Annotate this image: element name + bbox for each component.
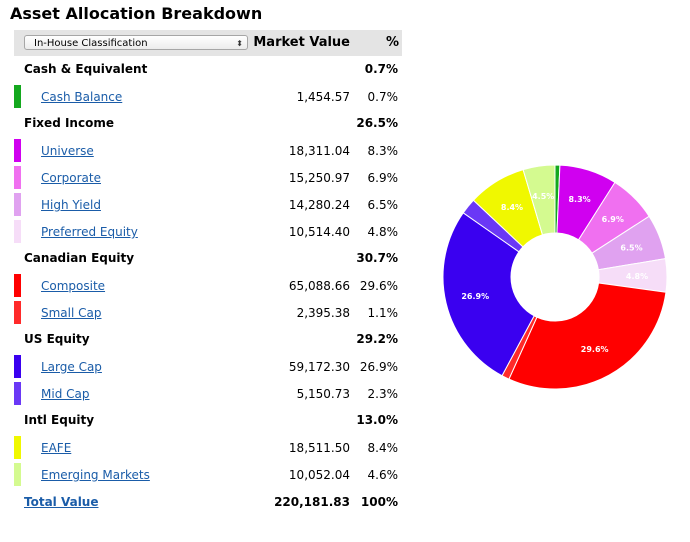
holding-percent: 4.8% [367, 225, 399, 239]
color-swatch [14, 193, 21, 216]
holding-link[interactable]: Large Cap [41, 360, 102, 374]
holding-percent: 6.5% [367, 198, 399, 212]
total-value-link[interactable]: Total Value [24, 495, 99, 509]
market-value: 5,150.73 [296, 387, 350, 401]
holding-link[interactable]: Small Cap [41, 306, 102, 320]
group-percent: 13.0% [356, 413, 398, 427]
slice-large-cap [442, 212, 535, 377]
holding-link[interactable]: EAFE [41, 441, 72, 455]
color-swatch [14, 274, 21, 297]
slice-label-eafe: 8.4% [501, 203, 523, 212]
holding-row-mid-cap: Mid Cap 5,150.73 2.3% [14, 380, 402, 407]
market-value: 10,514.40 [288, 225, 350, 239]
page-title: Asset Allocation Breakdown [10, 4, 263, 23]
color-swatch [14, 463, 21, 486]
slice-label-preferred-equity: 4.8% [626, 272, 648, 281]
market-value: 18,511.50 [288, 441, 350, 455]
group-name: Cash & Equivalent [24, 62, 148, 76]
holding-link[interactable]: Emerging Markets [41, 468, 150, 482]
table-header: In-House Classification ⬍ Market Value % [14, 30, 402, 56]
classification-select[interactable]: In-House Classification ⬍ [24, 35, 248, 50]
market-value: 15,250.97 [288, 171, 350, 185]
holding-row-universe: Universe 18,311.04 8.3% [14, 137, 402, 164]
group-row-canadian-equity: Canadian Equity 30.7% [14, 245, 402, 272]
holding-percent: 1.1% [367, 306, 399, 320]
holding-percent: 8.4% [367, 441, 399, 455]
holding-row-cash-balance: Cash Balance 1,454.57 0.7% [14, 83, 402, 110]
slice-label-universe: 8.3% [568, 195, 590, 204]
color-swatch [14, 85, 21, 108]
holding-row-high-yield: High Yield 14,280.24 6.5% [14, 191, 402, 218]
market-value: 1,454.57 [296, 90, 350, 104]
slice-label-high-yield: 6.5% [620, 243, 642, 252]
slice-composite [508, 282, 667, 390]
market-value-header: Market Value [253, 30, 350, 56]
color-swatch [14, 382, 21, 405]
holding-link[interactable]: Composite [41, 279, 106, 293]
group-percent: 0.7% [364, 62, 398, 76]
classification-select-value: In-House Classification [34, 38, 148, 49]
total-percent: 100% [360, 495, 398, 509]
group-row-us-equity: US Equity 29.2% [14, 326, 402, 353]
slice-label-corporate: 6.9% [602, 215, 624, 224]
group-row-fixed-income: Fixed Income 26.5% [14, 110, 402, 137]
holding-link[interactable]: Corporate [41, 171, 101, 185]
holding-row-composite: Composite 65,088.66 29.6% [14, 272, 402, 299]
total-row: Total Value 220,181.83 100% [14, 488, 402, 515]
color-swatch [14, 139, 21, 162]
holding-percent: 8.3% [367, 144, 399, 158]
table-body: Cash & Equivalent 0.7% Cash Balance 1,454.5… [14, 56, 402, 515]
holding-percent: 4.6% [367, 468, 399, 482]
group-name: Canadian Equity [24, 251, 135, 265]
color-swatch [14, 355, 21, 378]
market-value: 59,172.30 [288, 360, 350, 374]
holding-percent: 29.6% [359, 279, 398, 293]
holding-percent: 26.9% [359, 360, 398, 374]
holding-percent: 0.7% [367, 90, 399, 104]
percent-header: % [385, 35, 399, 50]
market-value: 14,280.24 [288, 198, 350, 212]
market-value: 18,311.04 [288, 144, 350, 158]
slice-label-large-cap: 26.9% [461, 292, 489, 301]
holding-row-corporate: Corporate 15,250.97 6.9% [14, 164, 402, 191]
group-percent: 30.7% [356, 251, 398, 265]
holding-link[interactable]: High Yield [41, 198, 101, 212]
slice-emerging-markets [522, 164, 556, 236]
group-percent: 26.5% [356, 116, 398, 130]
market-value: 65,088.66 [288, 279, 350, 293]
color-swatch [14, 436, 21, 459]
market-value: 10,052.04 [288, 468, 350, 482]
holding-row-large-cap: Large Cap 59,172.30 26.9% [14, 353, 402, 380]
group-row-intl-equity: Intl Equity 13.0% [14, 407, 402, 434]
market-value: 2,395.38 [296, 306, 350, 320]
color-swatch [14, 220, 21, 243]
total-market-value: 220,181.83 [274, 495, 350, 509]
group-name: US Equity [24, 332, 90, 346]
holding-link[interactable]: Preferred Equity [41, 225, 138, 239]
group-row-cash-equivalent: Cash & Equivalent 0.7% [14, 56, 402, 83]
allocation-donut-chart: 8.3% 6.9% 6.5% 4.8% 29.6% 26.9% 8.4% 4.5% [442, 164, 668, 390]
holding-link[interactable]: Cash Balance [41, 90, 123, 104]
holding-row-emerging-markets: Emerging Markets 10,052.04 4.6% [14, 461, 402, 488]
group-name: Fixed Income [24, 116, 114, 130]
holding-row-eafe: EAFE 18,511.50 8.4% [14, 434, 402, 461]
holding-link[interactable]: Universe [41, 144, 94, 158]
group-percent: 29.2% [356, 332, 398, 346]
holding-row-small-cap: Small Cap 2,395.38 1.1% [14, 299, 402, 326]
allocation-table: In-House Classification ⬍ Market Value %… [14, 30, 402, 515]
color-swatch [14, 301, 21, 324]
select-arrows-icon: ⬍ [236, 39, 243, 48]
holding-row-preferred-equity: Preferred Equity 10,514.40 4.8% [14, 218, 402, 245]
color-swatch [14, 166, 21, 189]
slice-label-composite: 29.6% [581, 345, 609, 354]
holding-percent: 2.3% [367, 387, 399, 401]
group-name: Intl Equity [24, 413, 95, 427]
holding-percent: 6.9% [367, 171, 399, 185]
holding-link[interactable]: Mid Cap [41, 387, 90, 401]
slice-label-emerging-markets: 4.5% [532, 192, 554, 201]
